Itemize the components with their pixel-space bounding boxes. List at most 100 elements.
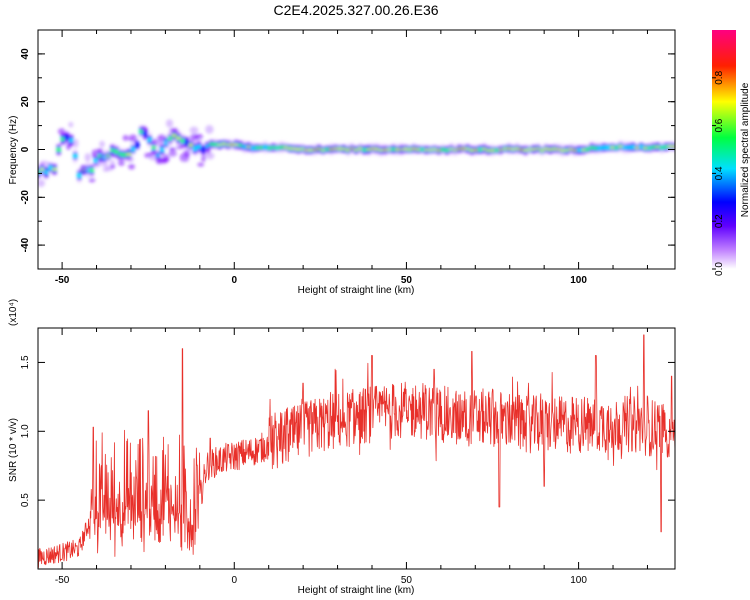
spectrogram-cell	[548, 148, 553, 151]
spectrogram-cell	[81, 165, 91, 171]
spectrogram-cell	[263, 145, 268, 150]
spectrogram-cell	[110, 148, 115, 152]
spectrogram-cell	[325, 148, 330, 151]
spectrogram-cell	[60, 137, 65, 141]
spectrogram-cell	[358, 147, 363, 150]
spectrogram-cell	[246, 146, 251, 148]
spectrogram-cell	[291, 148, 297, 150]
spectrogram-cell	[175, 145, 185, 150]
spectrogram-cell	[126, 156, 134, 163]
spectrogram-cell	[110, 164, 116, 169]
spectrogram-ytick-label: 40	[20, 48, 31, 60]
spectrogram-cell	[515, 147, 520, 150]
snr-xtick-label: 50	[401, 575, 413, 586]
spectrogram-cell	[502, 148, 508, 150]
spectrogram-cell	[448, 148, 454, 150]
spectrogram-cell	[275, 146, 280, 149]
spectrogram-cell	[168, 137, 173, 141]
spectrogram-cell	[205, 152, 215, 160]
spectrogram-cell	[477, 148, 483, 151]
spectrogram-cell	[140, 125, 147, 132]
spectrogram-cell	[296, 148, 301, 151]
spectrogram-cell	[258, 146, 264, 149]
spectrogram-cell	[205, 124, 214, 134]
spectrogram-xtick-label: 0	[231, 275, 237, 286]
spectrogram-ytick-label: -40	[20, 237, 31, 252]
spectrogram-cell	[395, 148, 400, 151]
spectrogram-cell	[159, 147, 165, 152]
spectrogram-cell	[403, 148, 408, 150]
spectrogram-ytick-label: -20	[20, 190, 31, 205]
snr-ytick-label: 0.5	[20, 493, 31, 507]
spectrogram-cell	[48, 165, 53, 171]
spectrogram-cell	[341, 148, 346, 150]
spectrogram-cell	[118, 153, 123, 156]
spectrogram-cell	[568, 148, 574, 151]
spectrogram-cell	[444, 149, 450, 152]
spectrogram-cell	[117, 159, 125, 167]
spectrogram-cell	[312, 149, 318, 151]
snr-xtick-label: -50	[55, 575, 70, 586]
spectrogram-cell	[184, 138, 189, 147]
spectrogram-cell	[539, 149, 545, 152]
spectrogram-cell	[593, 147, 599, 150]
spectrogram-cell	[209, 142, 214, 146]
spectrogram-cell	[457, 148, 462, 150]
spectrogram-cell	[68, 121, 74, 128]
spectrogram-cell	[189, 126, 199, 134]
spectrogram-cell	[128, 163, 135, 170]
spectrogram-cell	[271, 146, 276, 149]
spectrogram-cell	[672, 145, 675, 148]
spectrogram-cell	[366, 148, 371, 151]
spectrogram-cell	[217, 144, 223, 146]
snr-xtick-label: 0	[231, 575, 237, 586]
spectrogram-cell	[415, 148, 421, 151]
spectrogram-cell	[155, 153, 161, 158]
spectrogram-cell	[544, 148, 549, 150]
spectrogram-cell	[597, 146, 603, 151]
spectrogram-cell	[667, 145, 673, 148]
spectrogram-cell	[510, 148, 516, 151]
spectrogram-cell	[157, 134, 167, 143]
spectrogram-cell	[564, 149, 570, 151]
spectrogram-cell	[188, 144, 194, 147]
spectrogram-cell	[143, 130, 148, 137]
colorbar-gradient	[712, 30, 736, 269]
spectrogram-cell	[57, 128, 66, 135]
snr-xlabel: Height of straight line (km)	[298, 585, 415, 596]
spectrogram-cell	[149, 155, 158, 161]
spectrogram-cell	[370, 148, 375, 150]
spectrogram-cell	[639, 144, 644, 149]
spectrogram-cell	[250, 146, 256, 150]
spectrogram-cell	[440, 148, 446, 151]
spectrogram-cell	[176, 137, 181, 140]
spectrogram-cell	[56, 147, 61, 152]
spectrogram-cell	[320, 149, 326, 151]
spectrogram-cell	[535, 148, 541, 150]
spectrogram-cell	[560, 149, 565, 152]
spectrogram-cell	[387, 148, 392, 151]
spectrogram-xtick-label: 50	[401, 275, 413, 286]
spectrogram-cell	[659, 146, 665, 149]
spectrogram-cell	[134, 141, 140, 149]
spectrogram-cell	[634, 147, 640, 149]
spectrogram-cell	[473, 149, 479, 151]
spectrogram-cell	[91, 149, 98, 159]
spectrogram-cell	[114, 150, 119, 154]
spectrogram-cell	[601, 145, 607, 150]
spectrogram-heatmap	[38, 119, 675, 188]
spectrogram-cell	[374, 148, 380, 150]
spectrogram-cell	[345, 149, 351, 151]
spectrogram-cell	[614, 146, 619, 149]
spectrogram-cell	[424, 149, 429, 151]
spectrogram-cell	[577, 148, 582, 152]
spectrogram-cell	[606, 145, 611, 150]
snr-ylabel: SNR (10 * v/v)	[8, 418, 19, 482]
spectrogram-cell	[523, 149, 528, 152]
colorbar-label: Normalized spectral amplitude	[740, 82, 750, 217]
spectrogram-cell	[96, 148, 104, 153]
spectrogram-cell	[482, 148, 487, 150]
snr-xtick-label: 100	[570, 575, 587, 586]
spectrogram-cell	[98, 155, 103, 163]
spectrogram-cell	[337, 148, 342, 150]
